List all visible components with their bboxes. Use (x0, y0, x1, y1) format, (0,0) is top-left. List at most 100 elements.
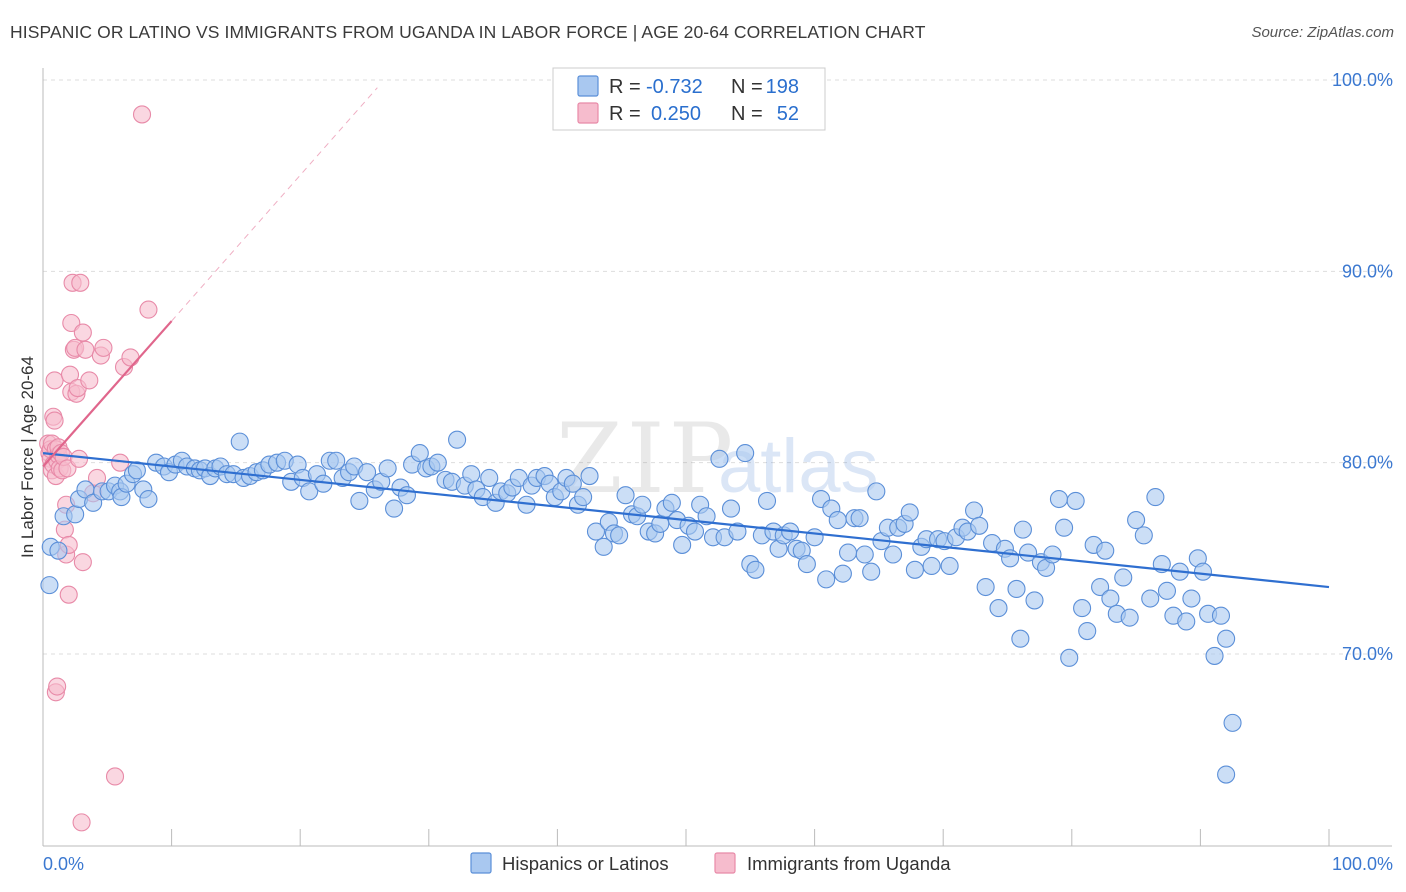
hispanic-point-88 (580, 467, 599, 486)
uganda-point-50 (72, 813, 91, 832)
x-ticks (171, 829, 1330, 846)
stats-blue-r-value: -0.732 (646, 76, 703, 98)
hispanic-point-162 (1013, 520, 1032, 539)
hispanic-trend-line (42, 452, 1330, 589)
legend-label-pink: Immigrants from Uganda (747, 853, 951, 874)
grid-lines (43, 79, 1392, 655)
uganda-point-9 (45, 371, 64, 390)
uganda-point-40 (94, 338, 113, 357)
stats-pink-n-value: 52 (777, 103, 799, 125)
hispanic-point-0 (40, 576, 59, 595)
hispanic-point-68 (462, 465, 481, 484)
hispanic-point-147 (922, 556, 941, 576)
hispanic-point-172 (1073, 599, 1092, 618)
uganda-point-45 (132, 105, 152, 124)
stats-swatch-blue (577, 75, 599, 97)
uganda-point-8 (45, 411, 64, 430)
hispanic-point-128 (817, 570, 836, 589)
hispanic-point-94 (616, 486, 635, 505)
chart-title: HISPANIC OR LATINO VS IMMIGRANTS FROM UG… (10, 22, 926, 42)
hispanic-point-134 (850, 509, 869, 528)
hispanic-point-192 (1193, 562, 1213, 581)
uganda-point-41 (105, 767, 125, 786)
y-tick-label-100: 100.0% (1332, 70, 1393, 90)
hispanic-point-131 (833, 564, 852, 583)
hispanic-point-135 (855, 545, 874, 564)
hispanic-point-190 (1182, 589, 1201, 608)
hispanic-point-194 (1205, 646, 1224, 665)
legend-swatch-pink (714, 852, 736, 874)
stats-box: R = -0.732 N = 198 R = 0.250 N = 52 (552, 67, 826, 131)
hispanic-point-182 (1134, 526, 1153, 545)
y-tick-label-80: 80.0% (1342, 453, 1393, 473)
hispanic-point-2 (49, 541, 68, 560)
hispanic-point-197 (1223, 713, 1242, 732)
hispanic-point-56 (385, 499, 404, 518)
hispanic-point-196 (1217, 629, 1236, 648)
hispanic-point-171 (1066, 491, 1085, 510)
hispanic-point-180 (1120, 608, 1139, 627)
hispanic-point-183 (1141, 589, 1160, 608)
uganda-point-44 (121, 348, 140, 367)
uganda-point-36 (80, 371, 99, 390)
hispanic-point-60 (410, 444, 429, 463)
uganda-point-35 (76, 340, 95, 359)
x-tick-label-max: 100.0% (1332, 854, 1393, 874)
hispanic-point-181 (1127, 511, 1146, 530)
stats-swatch-pink (577, 102, 599, 124)
y-tick-label-70: 70.0% (1342, 644, 1393, 664)
hispanic-point-89 (586, 522, 606, 541)
watermark-atlas: atlas (718, 424, 879, 509)
hispanic-point-186 (1157, 581, 1177, 600)
hispanic-point-175 (1091, 577, 1110, 597)
hispanic-point-32 (230, 432, 249, 451)
hispanic-point-179 (1114, 568, 1133, 587)
hispanic-point-116 (746, 560, 765, 579)
hispanic-point-104 (673, 535, 692, 554)
uganda-trend-extension (171, 87, 378, 322)
hispanic-point-108 (697, 507, 716, 526)
legend-swatch-blue (470, 852, 492, 874)
hispanic-point-58 (397, 486, 416, 505)
stats-blue-n-label: N = (731, 76, 763, 98)
hispanic-point-164 (1025, 591, 1044, 610)
hispanic-point-199 (1011, 629, 1030, 648)
hispanic-point-87 (574, 488, 593, 507)
chart-source: Source: ZipAtlas.com (1251, 24, 1394, 41)
hispanic-point-125 (797, 555, 816, 574)
uganda-trend-line (42, 320, 173, 468)
hispanic-point-158 (989, 599, 1008, 618)
hispanic-point-195 (1211, 606, 1231, 625)
hispanic-point-198 (1217, 765, 1236, 784)
trend-lines (42, 87, 1330, 589)
hispanic-point-140 (883, 545, 903, 564)
uganda-point-32 (69, 449, 89, 468)
hispanic-point-144 (905, 560, 924, 579)
uganda-point-33 (71, 273, 90, 292)
hispanic-point-66 (448, 430, 467, 449)
hispanic-point-126 (805, 528, 824, 547)
hispanic-point-170 (1060, 648, 1079, 667)
x-tick-label-min: 0.0% (43, 854, 84, 874)
hispanic-point-161 (1007, 579, 1026, 598)
uganda-point-26 (62, 313, 81, 333)
uganda-point-34 (73, 323, 92, 342)
hispanic-point-189 (1177, 612, 1196, 631)
hispanic-point-93 (610, 526, 629, 545)
hispanic-point-137 (867, 482, 886, 501)
hispanic-point-118 (757, 491, 777, 510)
hispanic-point-173 (1078, 621, 1097, 641)
hispanic-point-136 (862, 562, 881, 581)
y-tick-labels: 70.0% 80.0% 90.0% 100.0% (1332, 70, 1393, 664)
hispanic-point-55 (378, 459, 397, 478)
hispanic-point-85 (563, 474, 582, 493)
stats-pink-r-value: 0.250 (651, 103, 701, 125)
hispanic-point-17 (139, 489, 158, 509)
hispanic-point-132 (838, 543, 858, 562)
stats-blue-r-label: R = (609, 76, 641, 98)
hispanic-point-71 (480, 468, 499, 488)
hispanic-point-97 (633, 495, 652, 514)
hispanic-point-102 (662, 493, 681, 512)
y-tick-label-90: 90.0% (1342, 261, 1393, 281)
